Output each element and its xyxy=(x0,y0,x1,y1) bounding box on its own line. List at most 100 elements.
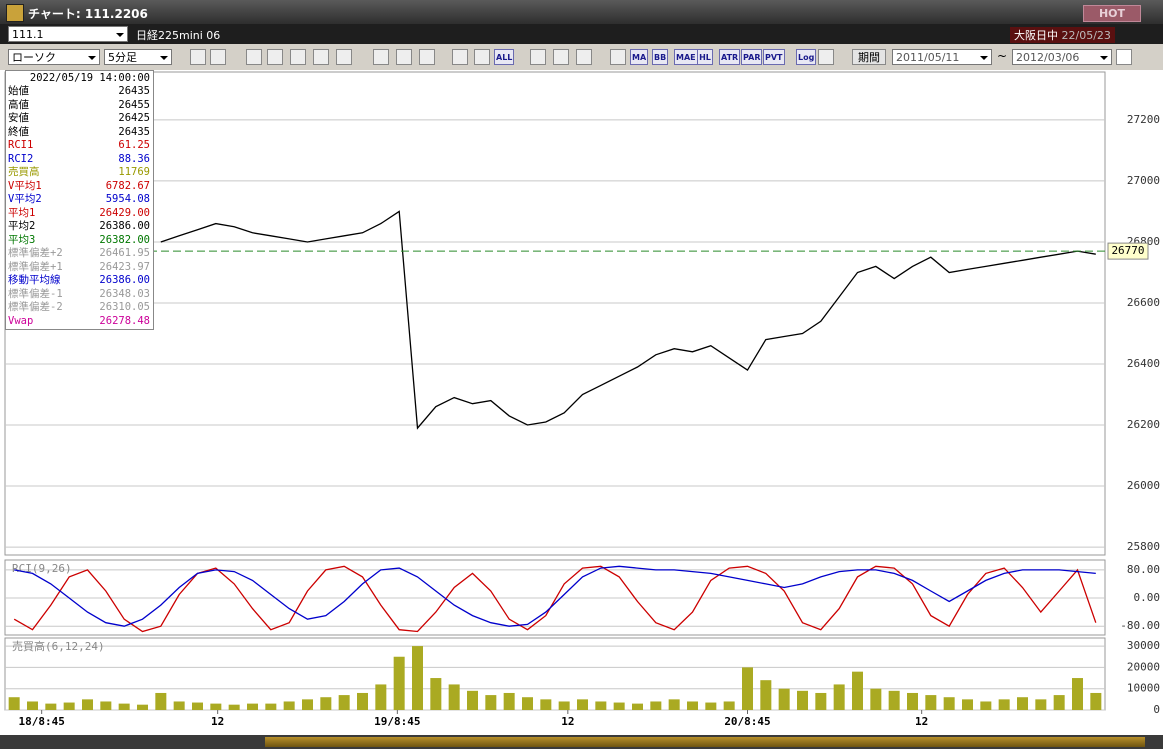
y-tick-label: 0.00 xyxy=(1134,591,1161,604)
market-info: 大阪日中 22/05/23 xyxy=(1010,27,1115,43)
info-row: V平均2 5954.08 xyxy=(8,193,150,206)
info-row: Vwap 26278.48 xyxy=(8,315,150,328)
indicator-button[interactable]: ALL xyxy=(494,49,515,65)
info-label: Vwap xyxy=(8,314,34,327)
info-row: RCI1 61.25 xyxy=(8,139,150,152)
y-tick-label: 30000 xyxy=(1127,639,1160,652)
date: 22/05/23 xyxy=(1061,29,1111,42)
bar xyxy=(283,701,295,710)
info-value: 26455 xyxy=(118,98,150,111)
bar xyxy=(962,699,973,710)
info-label: 標準偏差+2 xyxy=(8,247,63,259)
bar xyxy=(503,692,515,710)
setting-icon[interactable] xyxy=(576,49,592,65)
check-icon[interactable] xyxy=(1116,49,1132,65)
info-row: 始値 26435 xyxy=(8,85,150,98)
draw-icon[interactable] xyxy=(452,49,468,65)
tool-icon[interactable] xyxy=(336,49,352,65)
app-icon xyxy=(6,4,24,22)
series-line xyxy=(160,210,1096,430)
toolbar: ローソク 5分足 期間 2011/05/11 ~ 2012/03/06 ALL M… xyxy=(0,44,1163,71)
info-value: 5954.08 xyxy=(105,193,150,205)
draw-icon[interactable] xyxy=(396,49,412,65)
indicator-button[interactable]: PVT xyxy=(763,49,785,65)
series-line xyxy=(13,565,1097,633)
info-datetime: 2022/05/19 14:00:00 xyxy=(29,72,150,84)
tool-icon[interactable] xyxy=(313,49,329,65)
info-row: 終値 26435 xyxy=(8,126,150,139)
indicator-button[interactable]: BB xyxy=(652,49,669,65)
panel-frame xyxy=(4,71,1106,556)
to-date[interactable]: 2012/03/06 xyxy=(1012,49,1112,65)
bar xyxy=(137,704,148,710)
draw-icon[interactable] xyxy=(373,49,389,65)
x-tick-label: 12 xyxy=(915,715,928,728)
bar xyxy=(467,690,478,710)
tool-icon[interactable] xyxy=(290,49,306,65)
info-panel: 2022/05/19 14:00:00 始値 26435 高値 26455 安値 2642… xyxy=(5,70,154,330)
y-tick-label: 26600 xyxy=(1127,296,1160,309)
title-bar: チャート: 111.2206 HOT xyxy=(0,0,1163,24)
y-tick-label: -80.00 xyxy=(1120,619,1160,632)
info-label: 平均2 xyxy=(8,220,36,232)
info-row: 標準偏差+2 26461.95 xyxy=(8,247,150,260)
bar xyxy=(943,697,955,710)
info-label: 高値 xyxy=(8,98,29,111)
bar xyxy=(320,697,332,710)
info-row: 安値 26425 xyxy=(8,112,150,125)
y-tick-label: 10000 xyxy=(1127,682,1160,695)
info-value: 26386.00 xyxy=(99,220,150,232)
bar xyxy=(82,699,93,710)
bar xyxy=(228,704,240,710)
scrollbar[interactable] xyxy=(0,735,1163,749)
indicator-button[interactable]: Log xyxy=(796,49,817,65)
indicator-button[interactable]: MAE xyxy=(674,49,698,65)
draw-icon[interactable] xyxy=(419,49,435,65)
zoom-icon[interactable] xyxy=(190,49,206,65)
bar xyxy=(338,695,350,710)
bar xyxy=(778,688,790,710)
bar xyxy=(155,692,167,710)
tool-icon[interactable] xyxy=(246,49,262,65)
bar xyxy=(760,680,772,710)
draw-icon[interactable] xyxy=(474,49,490,65)
info-row: 平均3 26382.00 xyxy=(8,234,150,247)
bar xyxy=(925,695,937,710)
symbol-select[interactable]: 111.1 xyxy=(8,26,128,42)
indicator-button[interactable]: HL xyxy=(697,49,713,65)
y-tick-label: 80.00 xyxy=(1127,563,1160,576)
indicator-button[interactable]: ATR xyxy=(719,49,741,65)
bar xyxy=(448,684,460,710)
period-button[interactable]: 期間 xyxy=(852,49,886,65)
bar xyxy=(192,702,203,710)
chart-type-select[interactable]: ローソク xyxy=(8,49,100,65)
bar xyxy=(302,699,313,710)
bar xyxy=(595,701,607,710)
bar xyxy=(815,692,827,710)
bar xyxy=(210,703,222,710)
info-label: 始値 xyxy=(8,85,29,97)
interval-select[interactable]: 5分足 xyxy=(104,49,172,65)
y-tick-label: 0 xyxy=(1153,703,1160,716)
setting-icon[interactable] xyxy=(530,49,546,65)
last-price-label: 26770 xyxy=(1111,244,1144,257)
bar xyxy=(100,701,112,710)
tool-icon[interactable] xyxy=(267,49,283,65)
cursor-icon[interactable] xyxy=(210,49,226,65)
indicator-button[interactable]: MA xyxy=(630,49,649,65)
indicator-button[interactable]: PAR xyxy=(741,49,763,65)
bar xyxy=(63,702,75,710)
info-value: 26435 xyxy=(118,125,150,138)
bar xyxy=(265,703,277,710)
bar xyxy=(907,692,918,710)
bar xyxy=(1072,678,1083,710)
indicator-icon[interactable] xyxy=(818,49,834,65)
hot-button[interactable]: HOT xyxy=(1083,5,1141,22)
chart-area: 25800 26000 26200 26400 26600 26800 27000 27200… xyxy=(0,70,1163,735)
from-date[interactable]: 2011/05/11 xyxy=(892,49,992,65)
bar xyxy=(412,646,423,710)
indicator-icon[interactable] xyxy=(610,49,626,65)
scroll-thumb[interactable] xyxy=(265,737,1145,747)
setting-icon[interactable] xyxy=(553,49,569,65)
bar xyxy=(705,702,717,710)
